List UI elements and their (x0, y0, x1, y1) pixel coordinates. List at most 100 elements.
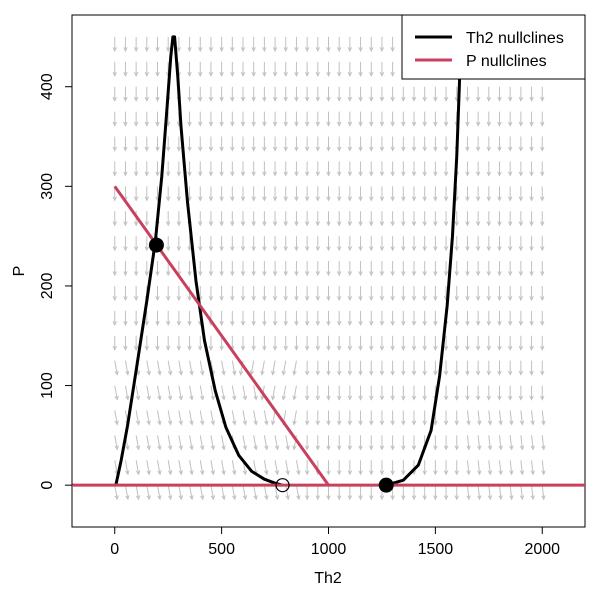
vector-arrow (401, 310, 406, 326)
vector-arrow (486, 261, 492, 277)
vector-arrow (422, 161, 427, 177)
vector-arrow (540, 136, 545, 152)
vector-arrow (379, 186, 385, 202)
vector-arrow (208, 211, 214, 227)
vector-arrow (304, 236, 310, 252)
vector-arrow (165, 310, 171, 326)
vector-arrow (411, 211, 417, 227)
vector-arrow (199, 435, 205, 451)
vector-arrow (486, 236, 492, 252)
vector-arrow (369, 86, 374, 102)
vector-arrow (347, 186, 353, 202)
vector-arrow (518, 211, 524, 227)
vector-arrow (242, 485, 248, 501)
vector-arrow (167, 410, 173, 426)
vector-arrow (263, 410, 269, 426)
vector-arrow (519, 410, 525, 426)
vector-arrow (443, 111, 449, 127)
vector-arrow (422, 236, 427, 252)
vector-arrow (336, 236, 342, 252)
vector-arrow (411, 410, 417, 426)
vector-arrow (498, 460, 503, 476)
vector-arrow (390, 310, 395, 326)
vector-arrow (390, 86, 395, 102)
vector-arrow (133, 236, 139, 252)
vector-arrow (529, 261, 534, 277)
vector-arrow (475, 236, 481, 252)
vector-arrow (454, 211, 459, 227)
vector-arrow (379, 136, 385, 152)
y-tick-label: 400 (39, 73, 56, 100)
vector-arrow (146, 410, 151, 426)
vector-arrow (390, 435, 395, 451)
vector-arrow (379, 360, 385, 376)
vector-arrow (198, 261, 203, 277)
vector-arrow (379, 435, 385, 451)
vector-arrow (326, 86, 331, 102)
vector-arrow (187, 236, 192, 252)
vector-arrow (401, 360, 406, 376)
vector-arrow (242, 435, 248, 451)
vector-arrow (230, 136, 235, 152)
vector-arrow (509, 435, 514, 451)
vector-arrow (326, 385, 331, 401)
vector-arrow (251, 186, 256, 202)
vector-arrow (167, 360, 173, 376)
vector-arrow (240, 285, 246, 302)
vector-arrow (123, 285, 128, 302)
vector-arrow (294, 36, 299, 53)
vector-arrow (240, 261, 246, 277)
vector-arrow (315, 410, 321, 426)
vector-arrow (443, 236, 449, 252)
vector-arrow (466, 485, 471, 501)
vector-arrow (507, 86, 513, 102)
vector-arrow (315, 385, 321, 401)
vector-arrow (208, 161, 214, 177)
vector-arrow (219, 261, 224, 277)
vector-arrow (198, 111, 203, 127)
vector-arrow (433, 460, 438, 476)
vector-arrow (315, 485, 321, 501)
vector-arrow (477, 460, 482, 476)
vector-arrow (475, 360, 481, 376)
vector-arrow (433, 211, 438, 227)
vector-arrow (336, 360, 342, 376)
vector-arrow (507, 161, 513, 177)
vector-arrow (189, 460, 194, 476)
vector-arrow (262, 261, 267, 277)
vector-arrow (454, 261, 459, 277)
vector-arrow (477, 485, 482, 501)
vector-arrow (263, 485, 269, 501)
vector-arrow (210, 410, 215, 426)
vector-arrow (498, 410, 503, 426)
vector-arrow (112, 111, 117, 127)
vector-arrow (187, 86, 192, 102)
vector-arrow (379, 236, 385, 252)
vector-arrow (219, 61, 224, 77)
vector-arrow (219, 36, 224, 53)
vector-arrow (272, 211, 278, 227)
vector-arrow (443, 86, 449, 102)
vector-arrow (465, 310, 470, 326)
vector-arrow (358, 211, 363, 227)
vector-arrow (208, 61, 214, 77)
vector-arrow (326, 435, 331, 451)
vector-arrow (390, 360, 395, 376)
vector-arrow (401, 211, 406, 227)
vector-arrow (518, 335, 524, 351)
vector-arrow (262, 310, 267, 326)
vector-arrow (294, 86, 299, 102)
vector-arrow (454, 485, 459, 501)
vector-arrow (230, 211, 235, 227)
vector-arrow (189, 435, 194, 451)
vector-arrow (443, 360, 449, 376)
vector-arrow (230, 111, 235, 127)
vector-arrow (315, 36, 321, 53)
vector-arrow (315, 310, 321, 326)
vector-arrow (486, 111, 492, 127)
vector-arrow (189, 360, 194, 376)
x-tick-label: 1500 (418, 541, 454, 558)
vector-arrow (475, 111, 481, 127)
vector-arrow (283, 86, 288, 102)
vector-arrow (221, 460, 226, 476)
